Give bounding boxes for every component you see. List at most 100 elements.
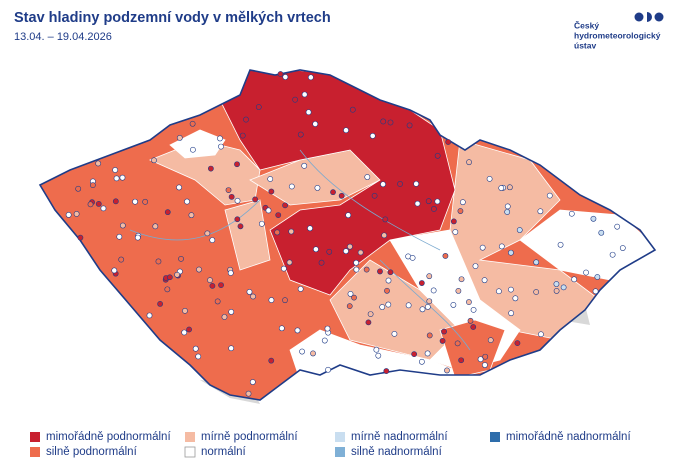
station-dot — [274, 229, 281, 236]
station-dot — [391, 330, 398, 337]
station-dot — [455, 287, 462, 294]
station-dot — [357, 249, 364, 256]
station-dot — [343, 248, 349, 255]
station-dot — [364, 174, 371, 180]
station-dot — [472, 263, 479, 269]
station-dot — [496, 288, 502, 295]
station-dot — [426, 332, 433, 339]
station-dot — [174, 271, 180, 278]
station-dot — [347, 291, 354, 297]
stations — [65, 71, 626, 397]
station-dot — [73, 211, 80, 217]
station-dot — [377, 268, 383, 275]
station-dot — [379, 304, 386, 310]
station-dot — [265, 207, 272, 214]
logo-text: hydrometeorologický — [574, 30, 661, 40]
station-dot — [498, 243, 505, 250]
station-dot — [560, 284, 567, 291]
station-dot — [363, 266, 370, 273]
station-dot — [324, 325, 331, 332]
legend-label: silně podnormální — [46, 446, 138, 458]
station-dot — [330, 189, 336, 196]
station-dot — [225, 187, 232, 194]
station-dot — [450, 218, 457, 225]
station-dot — [546, 192, 553, 199]
station-dot — [89, 182, 96, 189]
station-dot — [347, 243, 353, 250]
legend-swatch — [30, 447, 40, 457]
station-dot — [228, 345, 235, 352]
station-dot — [385, 277, 392, 284]
station-dot — [413, 180, 420, 187]
station-dot — [318, 259, 325, 266]
station-dot — [619, 245, 626, 251]
station-dot — [234, 161, 240, 168]
station-dot — [424, 304, 431, 310]
station-dot — [614, 223, 621, 230]
station-dot — [134, 234, 141, 241]
station-dot — [307, 74, 314, 81]
station-dot — [533, 259, 540, 266]
station-dot — [498, 185, 505, 191]
station-dot — [75, 185, 82, 192]
station-dot — [181, 329, 188, 336]
station-dot — [207, 165, 214, 172]
station-dot — [268, 297, 275, 303]
station-dot — [221, 314, 228, 320]
legend-swatch — [490, 432, 500, 442]
station-dot — [301, 162, 308, 169]
station-dot — [190, 146, 196, 153]
station-dot — [482, 362, 488, 368]
station-dot — [406, 122, 413, 129]
station-dot — [228, 309, 235, 315]
station-dot — [132, 198, 138, 205]
station-dot — [553, 281, 560, 287]
station-dot — [343, 127, 349, 134]
station-dot — [533, 289, 540, 295]
station-dot — [188, 212, 195, 219]
legend-label: mírně podnormální — [201, 431, 298, 443]
station-dot — [371, 192, 378, 199]
station-dot — [268, 357, 275, 364]
station-dot — [288, 183, 295, 190]
station-dot — [87, 201, 94, 208]
station-dot — [234, 216, 241, 223]
legend-swatch — [30, 432, 40, 442]
station-dot — [425, 198, 432, 205]
station-dot — [506, 184, 513, 191]
legend-label: mimořádně nadnormální — [506, 431, 631, 443]
station-dot — [466, 159, 472, 166]
station-dot — [255, 104, 262, 110]
station-dot — [418, 358, 425, 365]
station-dot — [457, 208, 464, 214]
station-dot — [382, 216, 389, 223]
station-dot — [411, 351, 418, 358]
station-dot — [282, 297, 288, 304]
station-dot — [166, 274, 173, 281]
station-dot — [590, 215, 597, 222]
legend-swatch — [184, 446, 196, 458]
station-dot — [326, 248, 333, 255]
station-dot — [237, 223, 244, 230]
station-dot — [297, 131, 304, 138]
station-dot — [321, 337, 328, 344]
station-dot — [387, 119, 394, 126]
station-dot — [277, 71, 284, 77]
station-dot — [310, 350, 316, 357]
station-dot — [397, 181, 403, 187]
station-dot — [195, 353, 202, 360]
station-dot — [557, 241, 564, 248]
station-dot — [280, 265, 287, 272]
station-dot — [431, 206, 437, 212]
logo-text: ústav — [574, 40, 596, 50]
station-dot — [112, 167, 119, 173]
station-dot — [184, 198, 190, 205]
station-dot — [486, 175, 493, 182]
station-dot — [445, 139, 452, 145]
station-dot — [314, 184, 321, 191]
station-dot — [439, 338, 446, 344]
station-dot — [568, 210, 575, 217]
station-dot — [258, 220, 265, 227]
station-dot — [312, 121, 319, 127]
